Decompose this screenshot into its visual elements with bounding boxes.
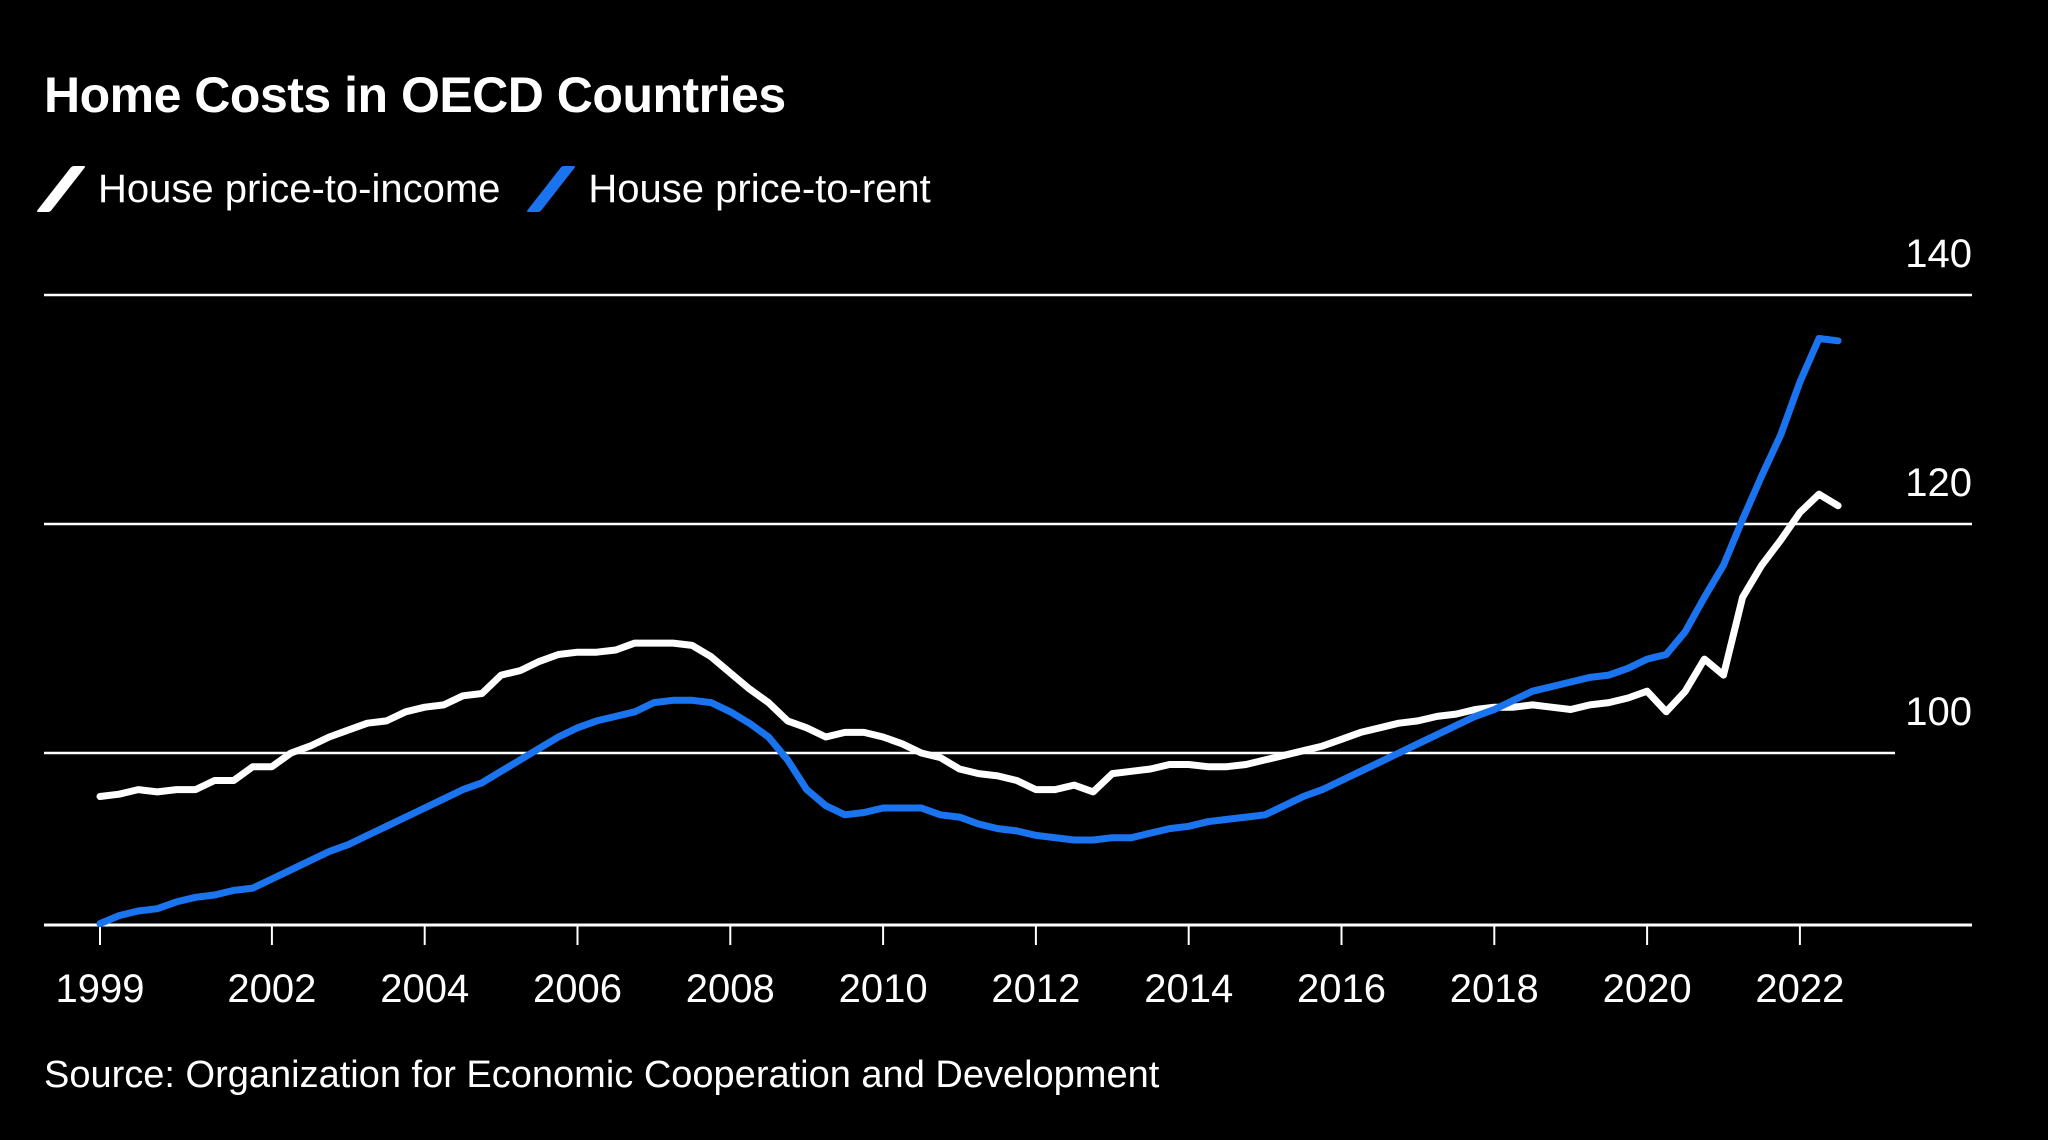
x-tick-label: 2018 xyxy=(1450,967,1539,1011)
gridlines xyxy=(44,293,1972,755)
chart-title: Home Costs in OECD Countries xyxy=(44,67,786,123)
chart-legend: House price-to-income House price-to-ren… xyxy=(36,166,965,212)
legend-item-income: House price-to-income xyxy=(36,166,501,212)
series-line-price-to-income xyxy=(96,490,1842,800)
x-tick-label: 2022 xyxy=(1755,967,1844,1011)
x-tick-label: 2016 xyxy=(1297,967,1386,1011)
x-tick-label: 2006 xyxy=(533,967,622,1011)
source-note: Source: Organization for Economic Cooper… xyxy=(44,1054,1160,1096)
y-tick-label: 100 xyxy=(1905,690,1972,734)
x-tick-label: 2020 xyxy=(1603,967,1692,1011)
y-axis-labels: 100 120 140 xyxy=(1905,232,1972,734)
x-tick-label: 2012 xyxy=(991,967,1080,1011)
legend-label-rent: House price-to-rent xyxy=(588,166,931,211)
x-tick-label: 1999 xyxy=(56,967,145,1011)
legend-item-rent: House price-to-rent xyxy=(526,166,931,212)
x-tick-label: 2004 xyxy=(380,967,469,1011)
y-tick-label: 120 xyxy=(1905,461,1972,505)
legend-label-income: House price-to-income xyxy=(98,166,501,211)
x-tick-label: 2008 xyxy=(686,967,775,1011)
x-tick-label: 2014 xyxy=(1144,967,1233,1011)
x-tick-label: 2002 xyxy=(227,967,316,1011)
x-axis: 1999 2002 2004 2006 2008 2010 2012 2014 2016 2018… xyxy=(44,923,1972,1011)
series-lines xyxy=(96,335,1842,928)
x-tick-label: 2010 xyxy=(839,967,928,1011)
y-tick-label: 140 xyxy=(1905,232,1972,276)
series-line-price-to-rent xyxy=(96,335,1842,928)
